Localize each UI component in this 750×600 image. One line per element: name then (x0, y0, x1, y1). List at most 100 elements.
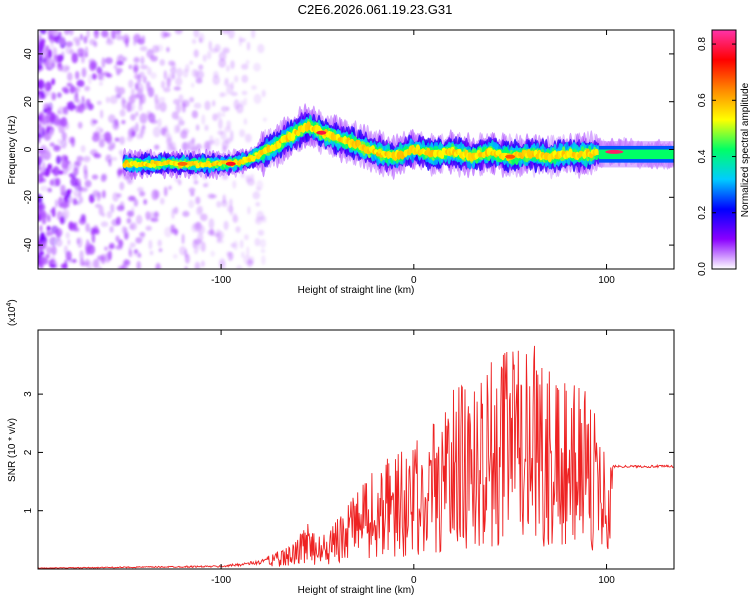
noise-blob (116, 216, 121, 226)
noise-blob (80, 145, 86, 153)
noise-blob (207, 152, 213, 156)
noise-blob (215, 229, 221, 236)
noise-blob (68, 221, 74, 230)
noise-blob (175, 116, 183, 121)
noise-blob (232, 180, 237, 189)
noise-blob (57, 31, 62, 40)
noise-blob (60, 184, 66, 193)
spectrogram-x-tick-label: -100 (211, 275, 231, 286)
noise-blob (121, 263, 126, 269)
snr-y-multiplier: (x104) (6, 299, 18, 326)
noise-blob (207, 193, 216, 199)
noise-blob (121, 96, 126, 107)
noise-blob (210, 48, 218, 53)
noise-blob (49, 209, 56, 214)
noise-blob (108, 244, 115, 250)
noise-blob (77, 121, 83, 129)
noise-blob (47, 102, 53, 111)
noise-blob (252, 191, 261, 200)
noise-blob (221, 30, 230, 35)
noise-blob (195, 124, 200, 131)
noise-blob (58, 126, 65, 134)
noise-blob (218, 58, 227, 68)
noise-blob (253, 62, 261, 72)
noise-blob (152, 45, 160, 53)
noise-blob (141, 35, 146, 43)
snr-panel: -100 0 100 1 2 3 Height of straight line (km… (6, 299, 675, 596)
noise-blob (184, 266, 188, 269)
noise-blob (66, 82, 73, 87)
noise-blob (188, 199, 195, 209)
noise-blob (119, 136, 125, 145)
noise-blob (38, 33, 42, 42)
noise-blob (226, 205, 234, 213)
noise-blob (98, 205, 104, 216)
noise-blob (163, 70, 167, 80)
noise-blob (57, 63, 63, 71)
noise-blob (193, 49, 199, 58)
noise-blob (170, 224, 176, 233)
noise-blob (119, 109, 126, 117)
noise-blob (75, 97, 80, 103)
noise-blob (122, 34, 130, 44)
noise-blob (89, 61, 97, 72)
noise-blob (74, 105, 81, 113)
noise-blob (137, 150, 141, 158)
noise-blob (73, 160, 80, 171)
noise-blob (71, 258, 77, 263)
noise-blob (63, 89, 70, 94)
noise-blob (38, 93, 42, 100)
noise-blob (169, 67, 177, 74)
noise-blob (41, 257, 49, 265)
noise-blob (85, 245, 91, 256)
noise-blob (65, 41, 74, 47)
noise-blob (201, 114, 206, 125)
noise-blob (55, 177, 61, 187)
noise-blob (63, 30, 70, 35)
noise-blob (174, 228, 178, 236)
noise-blob (135, 111, 139, 117)
noise-blob (75, 70, 80, 80)
snr-frame (37, 329, 675, 570)
noise-blob (191, 39, 197, 44)
noise-blob (259, 238, 267, 249)
noise-blob (182, 141, 190, 153)
noise-blob (253, 93, 262, 104)
noise-blob (140, 56, 145, 65)
noise-blob (61, 208, 70, 219)
noise-blob (207, 229, 214, 236)
spectrogram-noise (38, 30, 267, 269)
noise-blob (218, 51, 227, 61)
spectrogram-y-tick-label: -20 (23, 190, 34, 205)
noise-blob (126, 135, 133, 142)
noise-blob (230, 130, 234, 142)
noise-blob (207, 140, 215, 145)
noise-blob (240, 251, 245, 259)
noise-blob (94, 228, 100, 235)
noise-blob (104, 57, 113, 65)
noise-blob (130, 113, 136, 121)
noise-blob (230, 91, 238, 97)
noise-blob (115, 35, 124, 41)
noise-blob (47, 49, 52, 59)
noise-blob (194, 221, 203, 233)
noise-blob (49, 112, 56, 123)
spectrogram-y-tick-label: 20 (23, 96, 34, 108)
spectrogram-y-label: Frequency (Hz) (7, 116, 18, 185)
noise-blob (182, 68, 189, 78)
noise-blob (79, 196, 84, 204)
noise-blob (240, 170, 245, 179)
noise-blob (188, 187, 196, 194)
noise-blob (233, 75, 239, 83)
noise-blob (131, 130, 136, 137)
noise-blob (213, 71, 219, 79)
noise-blob (140, 64, 149, 70)
noise-blob (146, 67, 152, 76)
noise-blob (73, 86, 81, 93)
colorbar-tick-label: 0.0 (697, 262, 708, 276)
noise-blob (73, 169, 78, 176)
noise-blob (136, 133, 143, 140)
noise-blob (160, 197, 165, 205)
noise-blob (54, 199, 58, 208)
noise-blob (46, 231, 54, 236)
